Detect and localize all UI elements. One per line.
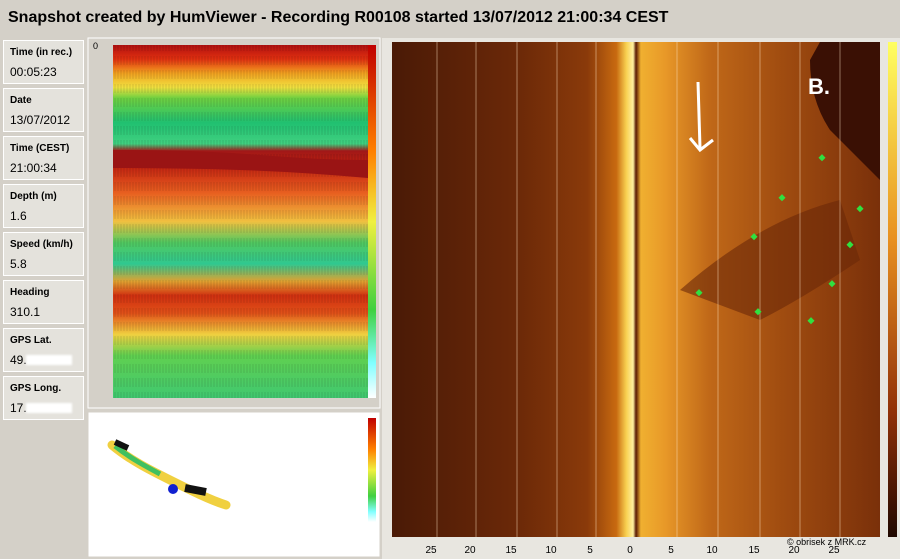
scale-label: 20: [788, 545, 800, 556]
watermark: © obrisek z MRK.cz: [787, 537, 867, 547]
range-scale: 25 20 15 10 5 0 5 10 15 20 25: [425, 545, 840, 556]
field-label: GPS Long.: [10, 383, 62, 394]
field-label: Time (in rec.): [10, 47, 73, 58]
scale-label: 20: [464, 545, 476, 556]
info-field: Heading 310.1: [3, 280, 84, 324]
redaction: [26, 355, 72, 365]
range-grid: [436, 42, 841, 537]
marker: [750, 233, 758, 241]
field-value: 1.6: [10, 209, 27, 223]
marker: [828, 280, 836, 288]
info-field: Date 13/07/2012: [3, 88, 84, 132]
scale-label: 5: [668, 545, 674, 556]
field-value: 00:05:23: [10, 65, 57, 79]
bottom-echo: [113, 150, 368, 178]
map-color-bar: [368, 418, 376, 522]
sidescan-color-bar: [888, 42, 897, 537]
boat-position: [168, 484, 178, 494]
info-field: GPS Long. 17.: [3, 376, 84, 420]
echo-color-bar: [368, 45, 376, 398]
scale-label: 10: [706, 545, 718, 556]
field-label: Depth (m): [10, 191, 57, 202]
gps-track-part: [113, 444, 162, 477]
field-label: Time (CEST): [10, 143, 70, 154]
scale-label: 15: [505, 545, 517, 556]
scale-label: 5: [587, 545, 593, 556]
field-label: Heading: [10, 287, 50, 298]
field-value: 49.: [10, 353, 27, 367]
info-field: GPS Lat. 49.: [3, 328, 84, 372]
track-marker: [184, 484, 207, 496]
field-value: 5.8: [10, 257, 27, 271]
info-field: Time (CEST) 21:00:34: [3, 136, 84, 180]
marker: [807, 317, 815, 325]
field-value: 13/07/2012: [10, 113, 71, 127]
field-label: GPS Lat.: [10, 335, 52, 346]
marker: [856, 205, 864, 213]
scale-label: 10: [545, 545, 557, 556]
depth-label: 0: [93, 41, 98, 51]
arrow-annotation: [688, 81, 714, 153]
scale-label: 25: [425, 545, 437, 556]
scale-label: 0: [627, 545, 633, 556]
info-field: Speed (km/h) 5.8: [3, 232, 84, 276]
track-marker: [113, 439, 130, 451]
field-value: 21:00:34: [10, 161, 57, 175]
echogram-texture: [113, 45, 368, 398]
info-field: Time (in rec.) 00:05:23: [3, 40, 84, 84]
dark-region: [810, 42, 880, 180]
redaction: [26, 403, 72, 413]
scale-label: 15: [748, 545, 760, 556]
field-label: Speed (km/h): [10, 239, 73, 250]
field-value: 17.: [10, 401, 27, 415]
marker: [695, 289, 703, 297]
structure-shadow: [680, 200, 860, 320]
annotation: B.: [808, 74, 830, 99]
scale-label: 25: [828, 545, 840, 556]
field-label: Date: [10, 95, 32, 106]
field-value: 310.1: [10, 305, 41, 319]
window-title: Snapshot created by HumViewer - Recordin…: [8, 9, 669, 26]
marker: [754, 308, 762, 316]
marker: [846, 241, 854, 249]
marker: [778, 194, 786, 202]
markers: [695, 154, 864, 325]
info-field: Depth (m) 1.6: [3, 184, 84, 228]
map-panel: [87, 411, 381, 558]
marker: [818, 154, 826, 162]
